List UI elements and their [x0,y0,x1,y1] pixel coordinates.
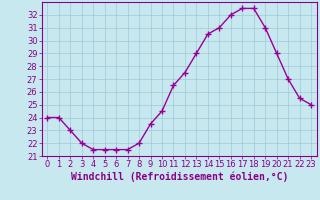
X-axis label: Windchill (Refroidissement éolien,°C): Windchill (Refroidissement éolien,°C) [70,172,288,182]
